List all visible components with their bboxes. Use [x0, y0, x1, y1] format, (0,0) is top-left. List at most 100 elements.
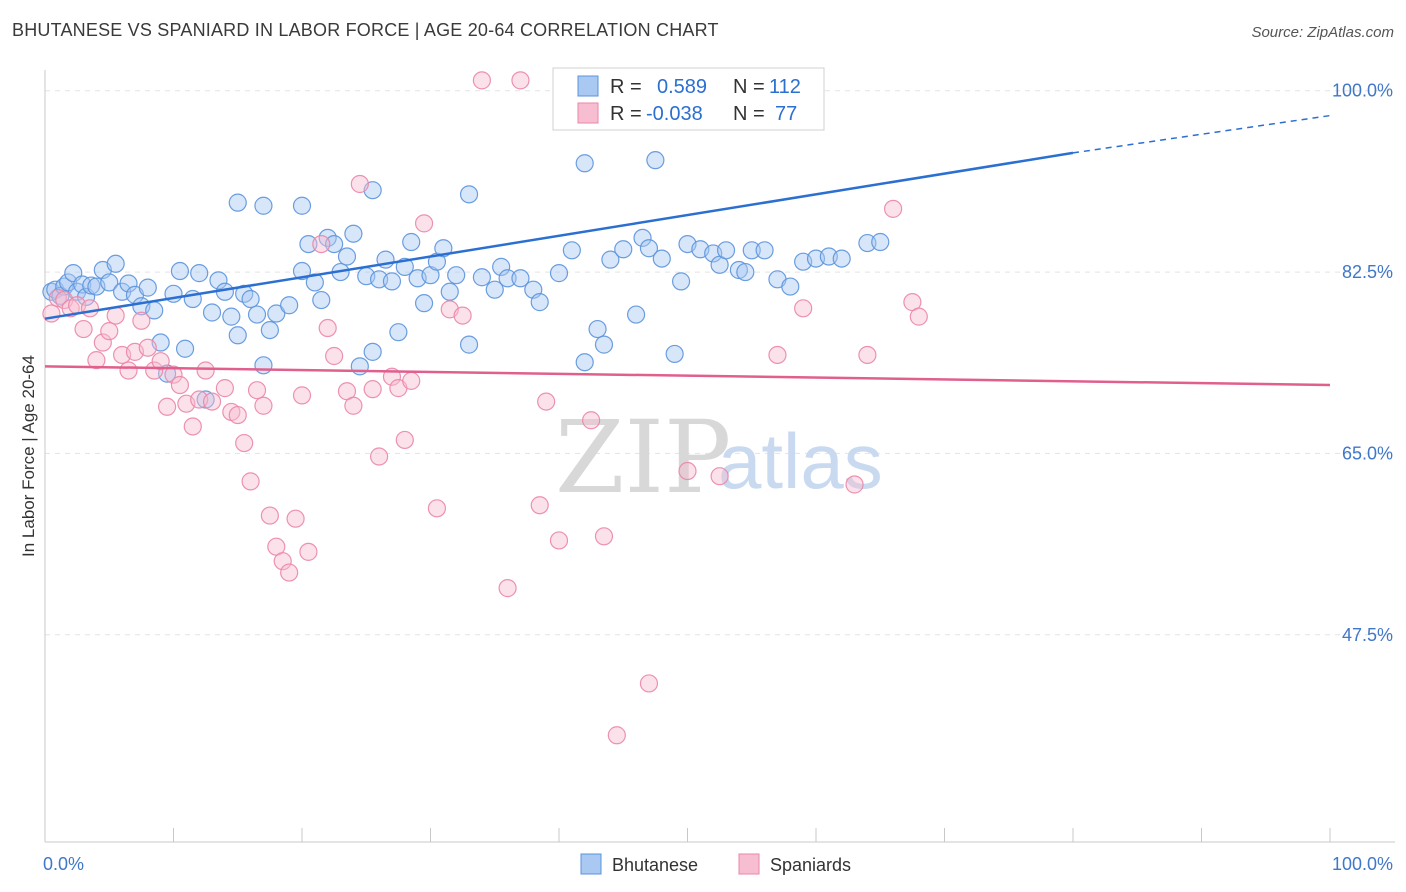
- bhutanese-point: [639, 239, 659, 258]
- stats-r-label: R =: [610, 76, 642, 98]
- bhutanese-point: [344, 224, 363, 243]
- spaniards-point: [80, 299, 100, 318]
- spaniards-point: [472, 71, 491, 90]
- bhutanese-point: [414, 294, 434, 313]
- bhutanese-point: [485, 280, 504, 299]
- spaniards-point: [318, 318, 337, 338]
- spaniards-point: [710, 467, 729, 486]
- bhutanese-point: [299, 234, 318, 254]
- y-tick-label: 47.5%: [1342, 625, 1393, 645]
- spaniards-point: [427, 499, 447, 518]
- bhutanese-point: [228, 193, 247, 212]
- bhutanese-point: [119, 274, 138, 293]
- bhutanese-point: [209, 271, 228, 290]
- spaniards-point: [858, 345, 877, 365]
- bhutanese-point: [594, 335, 614, 354]
- y-tick-label: 82.5%: [1342, 262, 1393, 282]
- bhutanese-point: [472, 268, 491, 287]
- bhutanese-point: [832, 249, 851, 268]
- spaniards-point: [286, 509, 305, 528]
- spaniards-point: [414, 214, 434, 233]
- stats-n-value: 77: [775, 103, 797, 125]
- bhutanese-point: [736, 262, 755, 282]
- bhutanese-point: [871, 232, 890, 252]
- spaniards-point: [453, 306, 472, 325]
- spaniards-point: [183, 417, 202, 436]
- bhutanese-point: [228, 326, 247, 345]
- spaniards-point: [549, 531, 569, 550]
- spaniards-point: [639, 674, 659, 693]
- stats-swatch-spaniards: [577, 102, 599, 124]
- bhutanese-point: [781, 277, 800, 296]
- spaniards-point: [794, 299, 813, 318]
- spaniards-point: [215, 379, 234, 398]
- spaniards-point: [145, 361, 164, 380]
- spaniards-point: [582, 411, 601, 430]
- bhutanese-point: [254, 196, 273, 215]
- bhutanese-point: [562, 241, 581, 260]
- legend-label-bhutanese: Bhutanese: [612, 855, 698, 875]
- bhutanese-point: [260, 320, 279, 340]
- spaniards-point: [87, 351, 106, 370]
- stats-r-value: -0.038: [646, 103, 703, 125]
- spaniards-point: [202, 392, 222, 411]
- bhutanese-point: [671, 272, 691, 291]
- bhutanese-point: [614, 240, 633, 259]
- bhutanese-point: [241, 289, 260, 309]
- spaniards-point: [164, 365, 183, 384]
- spaniards-point: [247, 381, 267, 400]
- spaniards-point: [119, 361, 138, 380]
- legend-swatch-bhutanese: [580, 853, 602, 875]
- bhutanese-point: [292, 196, 312, 215]
- series-spaniards-points: [42, 71, 928, 745]
- spaniards-point: [254, 396, 273, 415]
- bhutanese-point: [254, 356, 273, 375]
- bhutanese-point: [325, 234, 344, 254]
- spaniards-point: [395, 430, 414, 450]
- spaniards-point: [132, 311, 151, 330]
- bhutanese-point: [646, 151, 665, 170]
- bhutanese-point: [100, 273, 119, 292]
- spaniards-point: [100, 322, 119, 341]
- spaniards-point: [138, 338, 157, 357]
- bhutanese-point: [312, 290, 331, 310]
- bhutanese-point: [858, 233, 877, 253]
- series-bhutanese-points: [42, 71, 890, 409]
- spaniards-point: [363, 380, 382, 399]
- stats-n-label: N =: [733, 103, 765, 125]
- bhutanese-point: [389, 323, 408, 342]
- bhutanese-point: [633, 228, 652, 247]
- bhutanese-point: [492, 257, 511, 276]
- spaniards-point: [768, 345, 787, 365]
- spaniards-point: [678, 461, 697, 481]
- bhutanese-point: [363, 342, 382, 361]
- spaniards-point: [530, 496, 549, 515]
- spaniards-point: [93, 333, 112, 352]
- spaniards-point: [344, 396, 363, 415]
- spaniards-point: [350, 174, 369, 194]
- spaniards-trend-line: [44, 365, 1331, 387]
- trend-lines: [44, 114, 1331, 387]
- bhutanese-point: [652, 249, 671, 268]
- bhutanese-point: [440, 282, 459, 301]
- spaniards-point: [260, 506, 279, 525]
- legend-swatch-spaniards: [738, 853, 760, 875]
- spaniards-point: [280, 563, 299, 582]
- bhutanese-point: [280, 296, 299, 315]
- spaniards-point: [909, 307, 928, 326]
- spaniards-point: [402, 371, 421, 390]
- spaniards-point: [511, 71, 530, 90]
- bhutanese-point: [395, 257, 414, 276]
- bhutanese-point: [755, 241, 774, 260]
- y-tick-labels: 47.5% 65.0% 82.5% 100.0%: [1332, 81, 1393, 645]
- bhutanese-point: [106, 254, 125, 273]
- stats-r-label: R =: [610, 103, 642, 125]
- bhutanese-point: [292, 261, 312, 281]
- spaniards-point: [299, 542, 318, 561]
- spaniards-point: [151, 352, 170, 371]
- bhutanese-point: [716, 241, 736, 260]
- spaniards-point: [883, 199, 903, 218]
- spaniards-point: [370, 447, 389, 466]
- x-tick-label: 0.0%: [43, 854, 84, 874]
